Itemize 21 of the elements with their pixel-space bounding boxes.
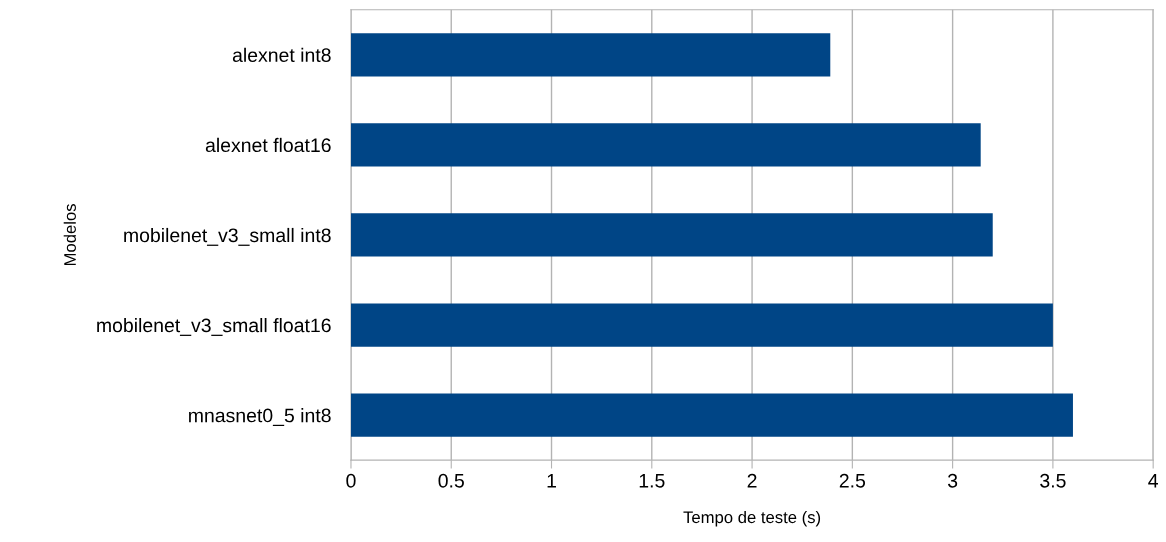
x-tick-label: 1.5 (639, 474, 665, 488)
x-tick-label: 0.5 (438, 473, 464, 488)
x-tick-label: 1 (547, 474, 556, 488)
x-tick-label: 0 (346, 473, 356, 488)
x-tick-label: 3 (947, 473, 958, 488)
x-tick-label: 3.5 (1040, 473, 1066, 488)
bar (350, 393, 1073, 437)
y-tick-label: mnasnet0_5 int8 (189, 408, 331, 427)
y-tick-label: mobilenet_v3_small int8 (124, 227, 331, 246)
y-axis-title: Modelos (63, 204, 76, 266)
x-axis-title: Tempo de teste (s) (683, 510, 821, 527)
y-tick-label: alexnet float16 (205, 137, 331, 153)
y-tick-label: mobilenet_v3_small float16 (97, 317, 331, 336)
bar (350, 33, 831, 77)
x-tick-label: 2 (747, 473, 757, 488)
y-tick-label: alexnet int8 (232, 47, 331, 63)
x-tick-label: 4 (1148, 474, 1159, 488)
bar (350, 213, 993, 257)
bar (350, 123, 981, 167)
x-tick-label: 2.5 (839, 473, 866, 488)
bar (350, 303, 1053, 347)
